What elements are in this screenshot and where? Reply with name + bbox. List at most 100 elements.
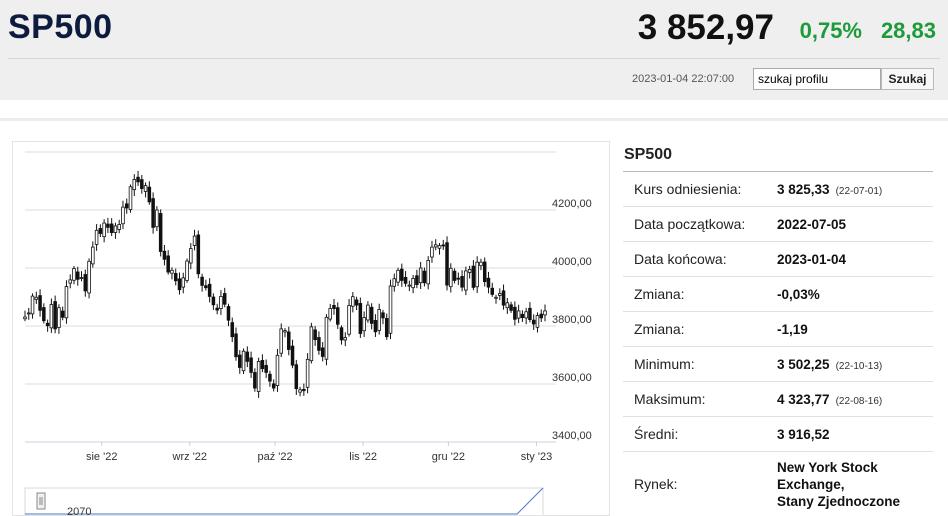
candle[interactable]: [249, 351, 253, 378]
candle[interactable]: [245, 346, 250, 368]
candle[interactable]: [75, 266, 80, 286]
candle[interactable]: [147, 181, 152, 205]
candle[interactable]: [170, 267, 174, 280]
candle[interactable]: [140, 174, 144, 194]
candle[interactable]: [384, 313, 389, 340]
candle[interactable]: [452, 268, 457, 284]
candle[interactable]: [79, 271, 84, 282]
candle[interactable]: [373, 314, 378, 337]
candle[interactable]: [290, 339, 295, 369]
candle[interactable]: [400, 263, 404, 287]
candle[interactable]: [392, 273, 397, 292]
candle[interactable]: [215, 303, 219, 315]
candle[interactable]: [543, 304, 547, 322]
candle[interactable]: [332, 299, 336, 315]
candle[interactable]: [34, 291, 39, 304]
candle[interactable]: [528, 302, 532, 323]
candle[interactable]: [418, 261, 423, 290]
candle[interactable]: [426, 256, 430, 290]
candle[interactable]: [181, 272, 186, 294]
candle[interactable]: [422, 267, 427, 287]
candle[interactable]: [219, 290, 223, 315]
candle[interactable]: [494, 294, 498, 304]
candle[interactable]: [211, 293, 216, 310]
candle[interactable]: [381, 309, 385, 325]
candle[interactable]: [53, 295, 57, 334]
search-button[interactable]: Szukaj: [881, 68, 934, 90]
candle[interactable]: [479, 258, 483, 271]
candle[interactable]: [64, 280, 69, 324]
candle[interactable]: [94, 224, 99, 251]
candle[interactable]: [226, 303, 231, 327]
candle[interactable]: [72, 266, 76, 285]
candle[interactable]: [57, 304, 61, 334]
candle[interactable]: [136, 170, 140, 186]
candle[interactable]: [68, 274, 72, 289]
candle[interactable]: [87, 258, 91, 299]
profile-search-input[interactable]: [753, 68, 881, 90]
candle[interactable]: [132, 174, 137, 197]
candle[interactable]: [268, 370, 272, 387]
candle[interactable]: [23, 310, 27, 322]
candle[interactable]: [102, 219, 106, 243]
candlestick-chart[interactable]: 4200,00 4000,00 3800,00 3600,00 3400,00 sie …: [13, 142, 609, 515]
candle[interactable]: [204, 279, 208, 291]
candle[interactable]: [369, 303, 374, 330]
candle[interactable]: [298, 386, 302, 397]
candle[interactable]: [230, 317, 235, 343]
candle[interactable]: [177, 272, 182, 295]
candle[interactable]: [162, 245, 167, 266]
candle[interactable]: [339, 325, 344, 345]
candle[interactable]: [42, 303, 46, 324]
candle[interactable]: [362, 311, 366, 338]
candle[interactable]: [354, 296, 359, 311]
candle[interactable]: [524, 307, 528, 325]
candle[interactable]: [433, 239, 438, 251]
candle[interactable]: [222, 287, 227, 308]
candle[interactable]: [445, 236, 449, 291]
candle[interactable]: [189, 243, 193, 270]
candle[interactable]: [200, 273, 204, 292]
candle[interactable]: [27, 307, 31, 320]
candle[interactable]: [388, 279, 393, 340]
candle[interactable]: [128, 184, 133, 213]
candle[interactable]: [143, 182, 148, 198]
candle[interactable]: [482, 257, 487, 287]
candle[interactable]: [98, 224, 103, 238]
candle[interactable]: [60, 306, 65, 321]
candle[interactable]: [320, 342, 325, 362]
candle[interactable]: [328, 303, 332, 322]
candle[interactable]: [437, 242, 442, 255]
candle[interactable]: [271, 379, 276, 392]
candle[interactable]: [505, 297, 510, 314]
candle[interactable]: [275, 348, 280, 392]
navigator-handle-left[interactable]: [36, 492, 46, 510]
candle[interactable]: [313, 325, 317, 346]
candle[interactable]: [411, 274, 415, 294]
candle[interactable]: [38, 289, 42, 317]
candle[interactable]: [279, 323, 283, 358]
candle[interactable]: [49, 298, 54, 333]
candle[interactable]: [441, 239, 446, 250]
candle[interactable]: [253, 368, 257, 392]
candle[interactable]: [516, 304, 521, 324]
candle[interactable]: [415, 269, 419, 289]
candle[interactable]: [343, 332, 348, 347]
candle[interactable]: [302, 383, 306, 396]
candle[interactable]: [45, 319, 50, 332]
candle[interactable]: [351, 292, 355, 313]
candle[interactable]: [513, 301, 517, 326]
candle[interactable]: [449, 263, 453, 293]
candle[interactable]: [498, 288, 502, 301]
candle[interactable]: [117, 219, 121, 234]
candle[interactable]: [467, 265, 472, 279]
candle[interactable]: [113, 222, 118, 239]
candle[interactable]: [158, 209, 163, 257]
candle[interactable]: [531, 314, 536, 330]
candle[interactable]: [91, 241, 95, 268]
candle[interactable]: [207, 278, 212, 303]
candle[interactable]: [366, 301, 370, 323]
candle[interactable]: [430, 240, 434, 263]
candle[interactable]: [509, 301, 513, 313]
candle[interactable]: [234, 327, 238, 361]
